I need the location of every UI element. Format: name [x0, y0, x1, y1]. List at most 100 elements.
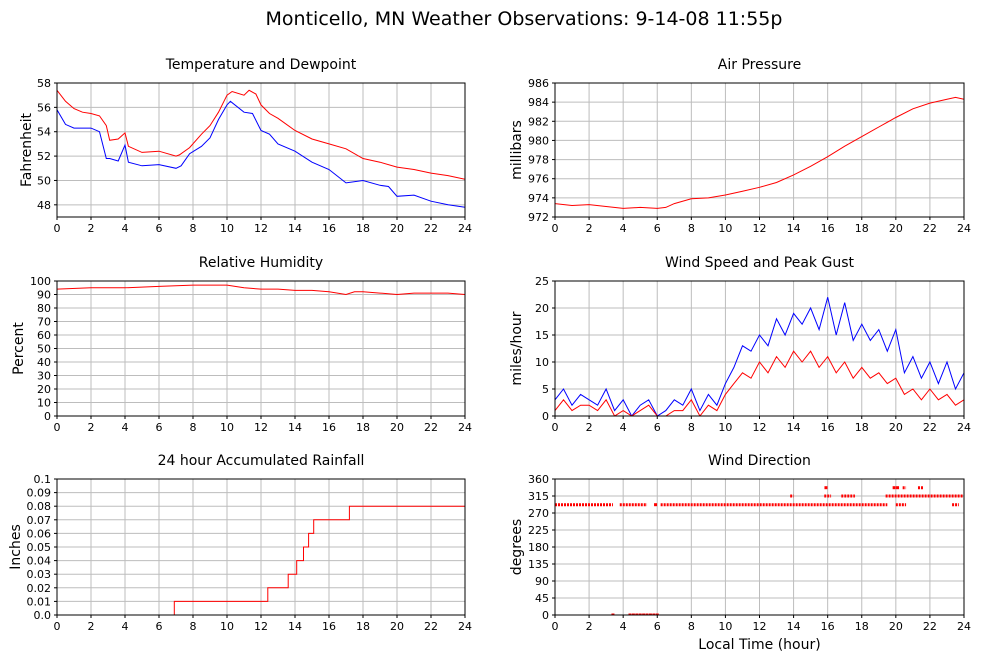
winddir-ytick-label-2: 90: [535, 575, 549, 588]
pressure-ytick-label-7: 986: [528, 77, 549, 90]
pressure-xtick-label-10: 20: [889, 222, 903, 235]
wind-ylabel: miles/hour: [509, 311, 525, 385]
temp-ytick-label-3: 54: [37, 126, 51, 139]
pressure-xtick-label-5: 10: [718, 222, 732, 235]
winddir-ytick-label-3: 135: [528, 558, 549, 571]
rain-ytick-label-2: 0.02: [27, 582, 52, 595]
pressure-ylabel: millibars: [509, 120, 525, 180]
rain-ytick-label-9: 0.09: [27, 487, 52, 500]
wind-series-0: [555, 297, 964, 416]
wind-ytick-label-1: 5: [542, 383, 549, 396]
temp-xtick-label-2: 4: [122, 222, 129, 235]
winddir-point-10: [654, 503, 658, 507]
rain-ytick-label-4: 0.04: [27, 555, 52, 568]
pressure-xtick-label-2: 4: [620, 222, 627, 235]
pressure-xtick-label-12: 24: [957, 222, 971, 235]
winddir-xtick-label-9: 18: [855, 620, 869, 633]
temp-ytick-label-1: 50: [37, 174, 51, 187]
rain-title: 24 hour Accumulated Rainfall: [158, 453, 365, 469]
pressure-xtick-label-4: 8: [688, 222, 695, 235]
rain-ytick-label-3: 0.03: [27, 568, 52, 581]
pressure-xtick-label-11: 22: [923, 222, 937, 235]
rain-xtick-label-6: 12: [254, 620, 268, 633]
pressure-xtick-label-7: 14: [787, 222, 801, 235]
rh-xtick-label-5: 10: [220, 421, 234, 434]
temp-xtick-label-3: 6: [156, 222, 163, 235]
pressure-ytick-label-4: 980: [528, 134, 549, 147]
temp-ytick-label-0: 48: [37, 199, 51, 212]
pressure-xtick-label-9: 18: [855, 222, 869, 235]
rh-ytick-label-4: 40: [37, 356, 51, 369]
rh-xtick-label-4: 8: [190, 421, 197, 434]
wind-xtick-label-5: 10: [718, 421, 732, 434]
pressure-xtick-label-3: 6: [654, 222, 661, 235]
winddir-xtick-label-0: 0: [552, 620, 559, 633]
pressure-title: Air Pressure: [718, 57, 801, 73]
rh-ytick-label-3: 30: [37, 370, 51, 383]
winddir-ytick-label-5: 225: [528, 524, 549, 537]
rain-data: [57, 505, 465, 615]
wind-xtick-label-0: 0: [552, 421, 559, 434]
rh-xtick-label-0: 0: [54, 421, 61, 434]
temp-xtick-label-10: 20: [390, 222, 404, 235]
winddir-ytick-label-4: 180: [528, 541, 549, 554]
winddir-title: Wind Direction: [708, 453, 811, 469]
wind-ytick-label-3: 15: [535, 329, 549, 342]
winddir-point-12: [892, 486, 896, 490]
pressure-ytick-label-0: 972: [528, 211, 549, 224]
wind-ytick-label-5: 25: [535, 275, 549, 288]
temp-xtick-label-4: 8: [190, 222, 197, 235]
rain-xtick-label-8: 16: [322, 620, 336, 633]
rh-ytick-label-10: 100: [30, 275, 51, 288]
rh-ytick-label-6: 60: [37, 329, 51, 342]
rain-ytick-label-6: 0.06: [27, 527, 52, 540]
pressure-data: [555, 96, 964, 209]
rain-xtick-label-4: 8: [190, 620, 197, 633]
temp-ylabel: Fahrenheit: [19, 112, 35, 187]
temp-xtick-label-5: 10: [220, 222, 234, 235]
temp-ytick-label-5: 58: [37, 77, 51, 90]
rain-xtick-label-3: 6: [156, 620, 163, 633]
wind-xtick-label-11: 22: [923, 421, 937, 434]
rh-ytick-label-7: 70: [37, 316, 51, 329]
rh-ylabel: Percent: [11, 322, 27, 375]
rh-xtick-label-11: 22: [424, 421, 438, 434]
temp-xtick-label-7: 14: [288, 222, 302, 235]
rh-xtick-label-3: 6: [156, 421, 163, 434]
wind-xtick-label-12: 24: [957, 421, 971, 434]
rain-series-0: [57, 505, 465, 615]
wind-xtick-label-7: 14: [787, 421, 801, 434]
winddir-xtick-label-3: 6: [654, 620, 661, 633]
temp-xtick-label-9: 18: [356, 222, 370, 235]
rain-xtick-label-10: 20: [390, 620, 404, 633]
rh-title: Relative Humidity: [199, 255, 323, 271]
rh-ytick-label-2: 20: [37, 383, 51, 396]
rh-ytick-label-0: 0: [44, 410, 51, 423]
rh-ytick-label-5: 50: [37, 343, 51, 356]
rh-ytick-label-9: 90: [37, 289, 51, 302]
rain-ytick-label-10: 0.1: [34, 473, 52, 486]
rh-xtick-label-2: 4: [122, 421, 129, 434]
winddir-point-11: [824, 486, 828, 490]
rh-data: [57, 284, 465, 296]
temp-ytick-label-4: 56: [37, 101, 51, 114]
winddir-ytick-label-0: 0: [542, 609, 549, 622]
winddir-ytick-label-7: 315: [528, 490, 549, 503]
temp-xtick-label-1: 2: [88, 222, 95, 235]
rh-ytick-label-1: 10: [37, 397, 51, 410]
pressure-ytick-label-1: 974: [528, 192, 549, 205]
temp-title: Temperature and Dewpoint: [165, 57, 357, 73]
temp-ytick-label-2: 52: [37, 150, 51, 163]
rh-xtick-label-7: 14: [288, 421, 302, 434]
rain-ytick-label-7: 0.07: [27, 514, 52, 527]
winddir-ytick-label-1: 45: [535, 592, 549, 605]
wind-xtick-label-10: 20: [889, 421, 903, 434]
winddir-point-2: [631, 613, 635, 615]
wind-xtick-label-9: 18: [855, 421, 869, 434]
rain-xtick-label-9: 18: [356, 620, 370, 633]
pressure-xtick-label-0: 0: [552, 222, 559, 235]
